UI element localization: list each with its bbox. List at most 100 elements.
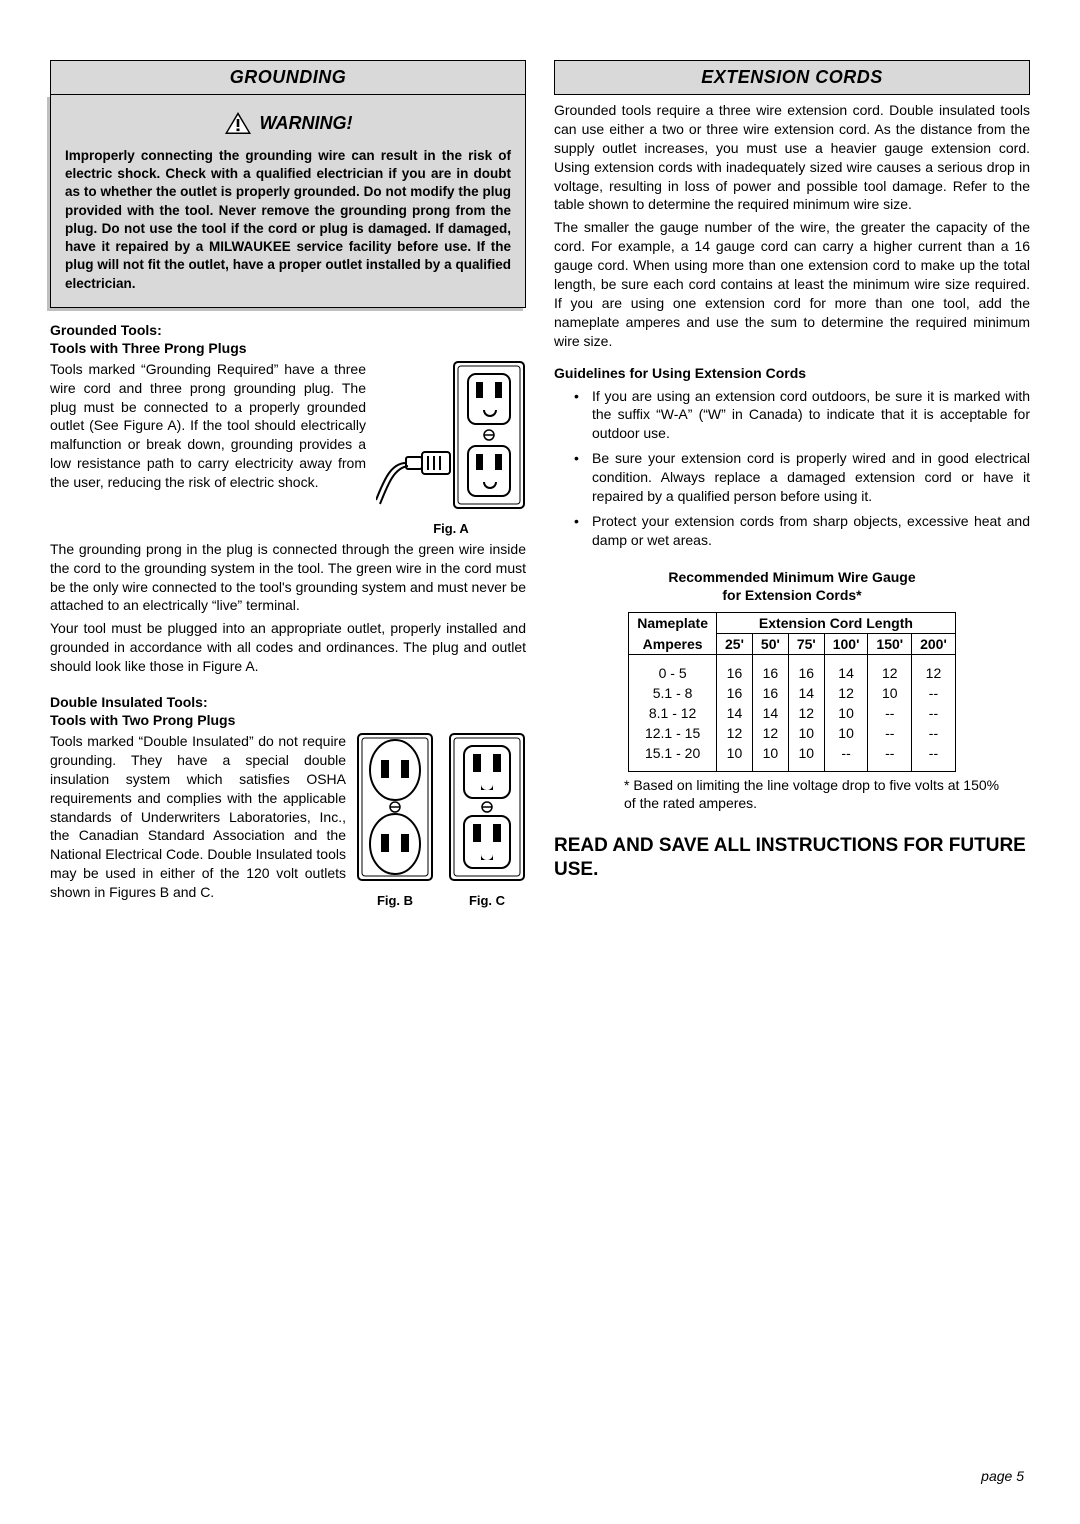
page: GROUNDING WARNING! Improperly connecting… <box>0 0 1080 1524</box>
right-column: EXTENSION CORDS Grounded tools require a… <box>554 60 1030 908</box>
gauge-cell: 14 <box>788 683 824 703</box>
gauge-cell: -- <box>868 743 912 772</box>
outlet-two-prong-icon <box>356 732 434 882</box>
gauge-cell: 10 <box>752 743 788 772</box>
table-title-line-1: Recommended Minimum Wire Gauge <box>668 569 915 585</box>
left-column: GROUNDING WARNING! Improperly connecting… <box>50 60 526 908</box>
table-row: Nameplate Extension Cord Length <box>629 613 956 634</box>
len-2: 75' <box>788 634 824 655</box>
ext-paragraph-1: Grounded tools require a three wire exte… <box>554 101 1030 214</box>
gauge-cell: -- <box>912 683 956 703</box>
figures-b-c: Fig. B <box>356 732 526 908</box>
table-row: 8.1 - 1214141210---- <box>629 703 956 723</box>
gauge-cell: -- <box>912 723 956 743</box>
gauge-cell: 12 <box>824 683 868 703</box>
ext-paragraph-2: The smaller the gauge number of the wire… <box>554 218 1030 350</box>
gauge-cell: -- <box>824 743 868 772</box>
grounded-block: Fig. A Tools marked “Grounding Required”… <box>50 360 526 536</box>
gauge-cell: 12 <box>788 703 824 723</box>
gauge-cell: 10 <box>788 723 824 743</box>
col-nameplate: Nameplate <box>629 613 717 634</box>
list-item: •If you are using an extension cord outd… <box>554 387 1030 444</box>
gauge-cell: 10 <box>788 743 824 772</box>
gauge-cell: 12 <box>752 723 788 743</box>
figure-a-caption: Fig. A <box>376 521 526 536</box>
table-row: Amperes 25' 50' 75' 100' 150' 200' <box>629 634 956 655</box>
grounded-paragraph-3: Your tool must be plugged into an approp… <box>50 619 526 676</box>
figure-a: Fig. A <box>376 360 526 536</box>
double-insulated-heading-1: Double Insulated Tools: <box>50 694 526 710</box>
list-item: • Protect your extension cords from sharp… <box>554 512 1030 550</box>
wire-gauge-table: Nameplate Extension Cord Length Amperes … <box>628 612 956 772</box>
table-title: Recommended Minimum Wire Gauge for Exten… <box>554 568 1030 604</box>
double-insulated-heading-2: Tools with Two Prong Plugs <box>50 712 526 728</box>
gauge-cell: 14 <box>717 703 753 723</box>
bullet-text: If you are using an extension cord outdo… <box>592 387 1030 444</box>
gauge-cell: 16 <box>752 683 788 703</box>
warning-triangle-icon <box>224 111 252 135</box>
grounding-header: GROUNDING <box>50 60 526 95</box>
bullet-icon: • <box>574 449 580 506</box>
warning-body-text: Improperly connecting the grounding wire… <box>65 147 511 293</box>
table-row: 5.1 - 81616141210-- <box>629 683 956 703</box>
guidelines-heading: Guidelines for Using Extension Cords <box>554 365 1030 381</box>
gauge-cell: -- <box>912 703 956 723</box>
gauge-cell: 10 <box>717 743 753 772</box>
table-row: 12.1 - 1512121010---- <box>629 723 956 743</box>
gauge-cell: 10 <box>824 723 868 743</box>
len-3: 100' <box>824 634 868 655</box>
outlet-three-prong-icon <box>376 360 526 510</box>
amps-cell: 15.1 - 20 <box>629 743 717 772</box>
table-footnote: * Based on limiting the line voltage dro… <box>624 776 1000 812</box>
read-and-save-heading: READ AND SAVE ALL INSTRUCTIONS FOR FUTUR… <box>554 834 1030 882</box>
amps-cell: 12.1 - 15 <box>629 723 717 743</box>
gauge-cell: 16 <box>717 655 753 684</box>
col-amperes: Amperes <box>629 634 717 655</box>
warning-label: WARNING! <box>260 113 353 134</box>
len-5: 200' <box>912 634 956 655</box>
gauge-cell: 10 <box>868 683 912 703</box>
gauge-cell: 10 <box>824 703 868 723</box>
len-4: 150' <box>868 634 912 655</box>
table-row: 0 - 5161616141212 <box>629 655 956 684</box>
gauge-cell: 12 <box>868 655 912 684</box>
bullet-text: Protect your extension cords from sharp … <box>592 512 1030 550</box>
bullet-text: Be sure your extension cord is properly … <box>592 449 1030 506</box>
warning-box: WARNING! Improperly connecting the groun… <box>50 94 526 308</box>
outlet-three-prong-alt-icon <box>448 732 526 882</box>
figure-b-caption: Fig. B <box>356 893 434 908</box>
figure-c: Fig. C <box>448 732 526 908</box>
grounded-paragraph-2: The grounding prong in the plug is conne… <box>50 540 526 616</box>
col-ext-len: Extension Cord Length <box>717 613 956 634</box>
figure-b: Fig. B <box>356 732 434 908</box>
gauge-cell: 14 <box>824 655 868 684</box>
table-title-line-2: for Extension Cords* <box>722 587 861 603</box>
table-row: 15.1 - 20101010------ <box>629 743 956 772</box>
gauge-cell: 16 <box>752 655 788 684</box>
amps-cell: 0 - 5 <box>629 655 717 684</box>
bullet-icon: • <box>574 512 580 550</box>
gauge-cell: 12 <box>912 655 956 684</box>
grounded-tools-heading-1: Grounded Tools: <box>50 322 526 338</box>
gauge-cell: 14 <box>752 703 788 723</box>
list-item: •Be sure your extension cord is properly… <box>554 449 1030 506</box>
len-0: 25' <box>717 634 753 655</box>
warning-title-row: WARNING! <box>65 111 511 135</box>
extension-cords-header: EXTENSION CORDS <box>554 60 1030 95</box>
gauge-cell: -- <box>912 743 956 772</box>
page-number: page 5 <box>50 1468 1030 1484</box>
gauge-cell: 12 <box>717 723 753 743</box>
gauge-cell: 16 <box>788 655 824 684</box>
figure-c-caption: Fig. C <box>448 893 526 908</box>
len-1: 50' <box>752 634 788 655</box>
gauge-cell: 16 <box>717 683 753 703</box>
gauge-cell: -- <box>868 703 912 723</box>
amps-cell: 5.1 - 8 <box>629 683 717 703</box>
guidelines-list: •If you are using an extension cord outd… <box>554 387 1030 550</box>
bullet-icon: • <box>574 387 580 444</box>
double-insulated-block: Fig. B <box>50 732 526 908</box>
amps-cell: 8.1 - 12 <box>629 703 717 723</box>
gauge-cell: -- <box>868 723 912 743</box>
two-column-layout: GROUNDING WARNING! Improperly connecting… <box>50 60 1030 908</box>
grounded-tools-heading-2: Tools with Three Prong Plugs <box>50 340 526 356</box>
